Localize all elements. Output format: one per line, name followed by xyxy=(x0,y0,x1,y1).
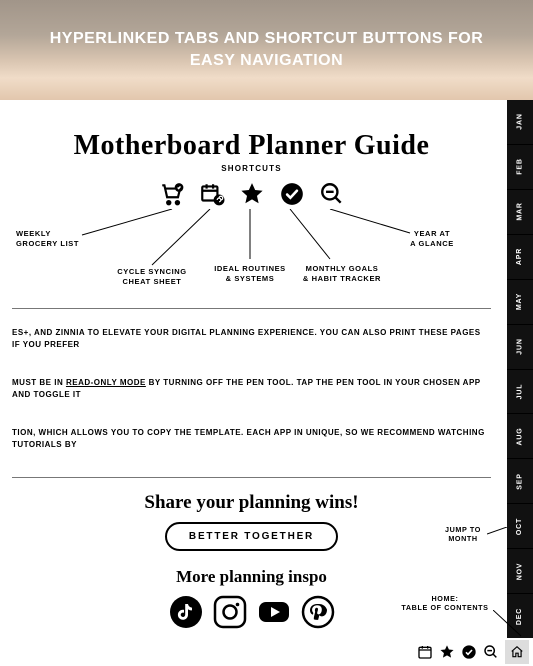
month-tab-label: DEC xyxy=(517,608,524,625)
toolbar-check-icon[interactable] xyxy=(461,644,477,660)
check-circle-icon[interactable] xyxy=(277,179,307,209)
month-tab-jan[interactable]: JAN xyxy=(507,100,533,145)
body-text-2-em: READ-ONLY MODE xyxy=(66,378,146,387)
toolbar-star-icon[interactable] xyxy=(439,644,455,660)
month-rail: JAN FEB MAR APR MAY JUN JUL AUG SEP OCT NOV DEC xyxy=(507,100,533,638)
grocery-cart-icon[interactable] xyxy=(157,179,187,209)
toolbar-calendar-icon[interactable] xyxy=(417,644,433,660)
month-tab-label: NOV xyxy=(516,562,523,580)
hero-title: HYPERLINKED TABS AND SHORTCUT BUTTONS FO… xyxy=(30,28,503,71)
tiktok-icon[interactable] xyxy=(169,595,203,629)
separator xyxy=(12,308,491,309)
callout-goals: MONTHLY GOALS& HABIT TRACKER xyxy=(292,264,392,284)
share-title: Share your planning wins! xyxy=(12,492,491,514)
callout-cycle: CYCLE SYNCINGCHEAT SHEET xyxy=(102,267,202,287)
better-together-button[interactable]: BETTER TOGETHER xyxy=(165,522,338,551)
month-tab-jun[interactable]: JUN xyxy=(507,325,533,370)
planner-page: Motherboard Planner Guide SHORTCUTS xyxy=(0,100,503,636)
month-tab-label: JUN xyxy=(517,338,524,354)
month-tab-mar[interactable]: MAR xyxy=(507,190,533,235)
body-text-2a: MUST BE IN xyxy=(12,378,66,387)
callout-layer: WEEKLYGROCERY LIST CYCLE SYNCINGCHEAT SH… xyxy=(12,209,491,304)
label-jump-to-month: JUMP TOMONTH xyxy=(433,525,493,544)
month-tab-label: FEB xyxy=(517,159,524,175)
separator-2 xyxy=(12,477,491,478)
month-tab-label: MAR xyxy=(517,203,524,221)
bottom-toolbar xyxy=(373,638,533,666)
month-tab-label: APR xyxy=(517,248,524,265)
month-tab-may[interactable]: MAY xyxy=(507,280,533,325)
shortcut-row xyxy=(12,179,491,209)
toolbar-zoom-out-icon[interactable] xyxy=(483,644,499,660)
page-title: Motherboard Planner Guide xyxy=(12,130,491,162)
callout-year: YEAR ATA GLANCE xyxy=(392,229,472,249)
month-tab-oct[interactable]: OCT xyxy=(507,504,533,549)
month-tab-label: MAY xyxy=(516,293,523,310)
body-text-2: MUST BE IN READ-ONLY MODE BY TURNING OFF… xyxy=(12,377,491,401)
month-tab-label: JUL xyxy=(517,384,524,400)
month-tab-label: OCT xyxy=(517,518,524,535)
pinterest-icon[interactable] xyxy=(301,595,335,629)
month-tab-jul[interactable]: JUL xyxy=(507,370,533,415)
month-tab-sep[interactable]: SEP xyxy=(507,459,533,504)
month-tab-dec[interactable]: DEC xyxy=(507,594,533,638)
instagram-icon[interactable] xyxy=(213,595,247,629)
month-tab-nov[interactable]: NOV xyxy=(507,549,533,594)
month-tab-apr[interactable]: APR xyxy=(507,235,533,280)
body-text-3: TION, WHICH ALLOWS YOU TO COPY THE TEMPL… xyxy=(12,427,491,451)
label-home-toc: HOME:TABLE OF CONTENTS xyxy=(397,594,493,613)
home-button[interactable] xyxy=(505,640,529,664)
month-tab-aug[interactable]: AUG xyxy=(507,414,533,459)
shortcuts-label: SHORTCUTS xyxy=(12,164,491,173)
callout-grocery: WEEKLYGROCERY LIST xyxy=(16,229,96,249)
month-tab-feb[interactable]: FEB xyxy=(507,145,533,190)
month-tab-label: JAN xyxy=(517,114,524,130)
inspo-title: More planning inspo xyxy=(12,567,491,587)
zoom-out-icon[interactable] xyxy=(317,179,347,209)
hero-banner: HYPERLINKED TABS AND SHORTCUT BUTTONS FO… xyxy=(0,0,533,100)
month-tab-label: SEP xyxy=(516,473,523,489)
body-text-1: ES+, AND ZINNIA TO ELEVATE YOUR DIGITAL … xyxy=(12,327,491,351)
calendar-cycle-icon[interactable] xyxy=(197,179,227,209)
star-icon[interactable] xyxy=(237,179,267,209)
youtube-icon[interactable] xyxy=(257,595,291,629)
callout-routines: IDEAL ROUTINES& SYSTEMS xyxy=(205,264,295,284)
month-tab-label: AUG xyxy=(517,427,524,445)
